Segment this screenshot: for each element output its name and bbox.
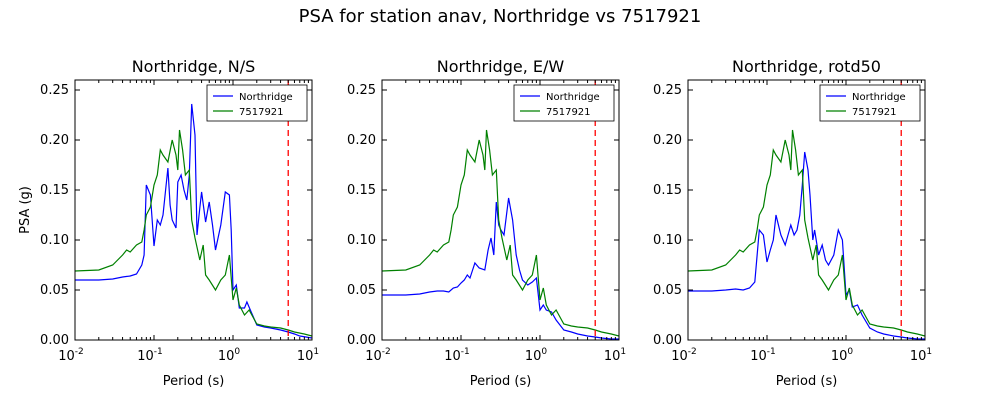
x-tick-label: 101 — [910, 347, 932, 364]
y-tick-label: 0.25 — [347, 83, 376, 98]
y-tick-label: 0.20 — [347, 133, 376, 148]
series-line-northridge — [75, 103, 312, 339]
x-tick-label: 101 — [604, 347, 626, 364]
legend-box — [513, 84, 615, 122]
panel-title: Northridge, N/S — [132, 57, 256, 76]
chart-panel-3: Northridge, rotd50 0.00 0.05 0.10 0.15 0.20 0.… — [653, 57, 932, 389]
series-line-7517921 — [688, 129, 925, 337]
panel-title: Northridge, rotd50 — [732, 57, 881, 76]
y-tick-label: 0.15 — [40, 183, 69, 198]
series-line-7517921 — [382, 129, 619, 337]
y-tick-label: 0.15 — [653, 183, 682, 198]
x-axis-label: Period (s) — [776, 374, 838, 389]
y-tick-label: 0.00 — [40, 333, 69, 348]
y-axis-label: PSA (g) — [18, 186, 33, 234]
legend: Northridge 7517921 — [513, 84, 615, 122]
x-axis-label: Period (s) — [470, 374, 532, 389]
x-tick-label: 10-2 — [671, 347, 697, 364]
legend: Northridge 7517921 — [206, 84, 308, 122]
legend-label: 7517921 — [546, 107, 591, 118]
y-tick-label: 0.20 — [40, 133, 69, 148]
series-line-northridge — [382, 197, 619, 340]
y-tick-label: 0.05 — [40, 283, 69, 298]
y-tick-label: 0.05 — [347, 283, 376, 298]
x-tick-label: 100 — [525, 347, 548, 364]
y-tick-label: 0.10 — [40, 233, 69, 248]
legend-label: Northridge — [546, 92, 600, 103]
y-tick-label: 0.25 — [40, 83, 69, 98]
y-tick-label: 0.05 — [653, 283, 682, 298]
panel-title: Northridge, E/W — [437, 57, 565, 76]
legend-box — [206, 84, 308, 122]
y-tick-label: 0.00 — [347, 333, 376, 348]
figure-title: PSA for station anav, Northridge vs 7517… — [298, 6, 702, 27]
x-tick-label: 10-1 — [750, 347, 776, 364]
y-tick-label: 0.00 — [653, 333, 682, 348]
x-tick-label: 100 — [831, 347, 854, 364]
legend: Northridge 7517921 — [819, 84, 921, 122]
x-tick-label: 10-2 — [58, 347, 84, 364]
chart-panel-2: Northridge, E/W 0.00 0.05 0.10 0.15 0.20 0.25 1… — [347, 57, 626, 389]
plot-frame — [381, 79, 620, 341]
x-tick-label: 10-1 — [137, 347, 163, 364]
plot-frame — [687, 79, 926, 341]
plot-frame — [74, 79, 313, 341]
series-line-northridge — [688, 151, 925, 340]
legend-label: Northridge — [852, 92, 906, 103]
y-tick-label: 0.25 — [653, 83, 682, 98]
x-tick-label: 10-1 — [444, 347, 470, 364]
legend-label: 7517921 — [239, 107, 284, 118]
legend-label: Northridge — [239, 92, 293, 103]
x-axis-label: Period (s) — [163, 374, 225, 389]
y-tick-label: 0.20 — [653, 133, 682, 148]
x-tick-label: 10-2 — [365, 347, 391, 364]
y-tick-label: 0.15 — [347, 183, 376, 198]
y-tick-label: 0.10 — [653, 233, 682, 248]
chart-panel-1: Northridge, N/S 0.00 0.05 0.10 0.15 0.20 0.25 1… — [18, 57, 319, 389]
x-tick-label: 100 — [218, 347, 241, 364]
legend-box — [819, 84, 921, 122]
y-tick-label: 0.10 — [347, 233, 376, 248]
legend-label: 7517921 — [852, 107, 897, 118]
series-line-7517921 — [75, 129, 312, 337]
x-tick-label: 101 — [297, 347, 319, 364]
